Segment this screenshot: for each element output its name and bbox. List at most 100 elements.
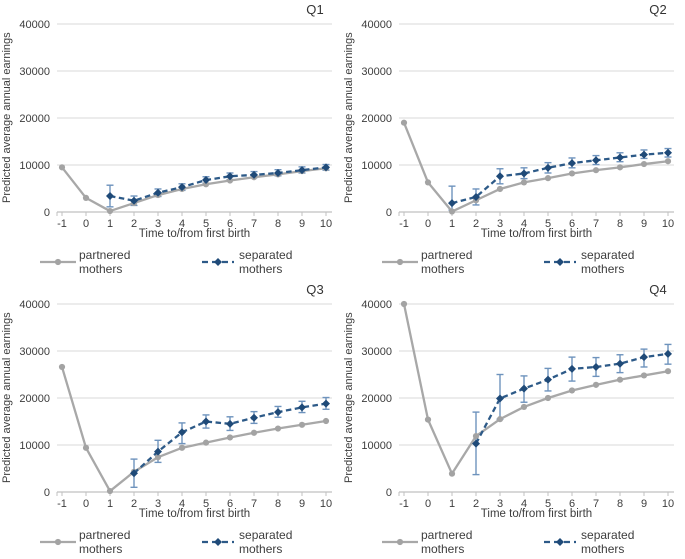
panel-title-q1: Q1	[306, 2, 324, 17]
partnered-marker	[424, 416, 432, 423]
y-tick-label: 10000	[361, 440, 392, 452]
legend: partnered mothers separated mothers	[40, 528, 336, 556]
partnered-marker	[472, 432, 480, 440]
panel-q4: 0 10000 20000 30000 40000 -1 0 1 2 3 4 5 6 7 8 9 10 Q4 P…	[342, 280, 685, 559]
legend-item-separated: separated mothers	[200, 248, 336, 276]
partnered-marker	[82, 194, 90, 201]
partnered-marker	[202, 181, 210, 188]
x-tick-label: 5	[545, 498, 551, 510]
x-tick-label: 3	[497, 498, 503, 510]
x-tick-label: -1	[399, 498, 409, 510]
separated-marker	[202, 417, 210, 426]
legend-marker	[396, 538, 404, 546]
separated-marker	[616, 153, 624, 162]
separated-marker	[274, 408, 282, 417]
separated-line-icon	[544, 258, 577, 266]
partnered-marker	[640, 160, 648, 168]
x-tick-label: 2	[473, 498, 479, 510]
y-tick-label: 10000	[361, 160, 392, 172]
separated-marker	[640, 150, 648, 159]
y-tick-label: 40000	[361, 19, 392, 31]
separated-marker	[298, 166, 306, 175]
separated-marker	[226, 419, 234, 428]
separated-marker	[130, 196, 138, 205]
partnered-marker	[58, 363, 66, 371]
x-tick-label: 7	[593, 218, 599, 230]
chart-plot-q1: 0 10000 20000 30000 40000 -1 0 1 2 3 4 5 6 7 8 9 10	[19, 19, 332, 230]
partnered-marker	[82, 444, 90, 451]
x-tick-label: 2	[131, 498, 137, 510]
x-tick-label: 2	[131, 218, 137, 230]
legend-item-separated: separated mothers	[200, 528, 336, 556]
separated-marker	[178, 428, 186, 437]
partnered-marker	[616, 376, 624, 383]
separated-marker	[202, 176, 210, 185]
legend-item-partnered: partnered mothers	[40, 248, 174, 276]
x-tick-label: 3	[155, 498, 161, 510]
y-tick-label: 20000	[19, 113, 50, 125]
x-tick-label: 9	[299, 218, 305, 230]
separated-marker	[448, 199, 456, 208]
partnered-marker	[544, 394, 552, 402]
x-tick-label: 9	[299, 498, 305, 510]
partnered-marker	[448, 470, 456, 477]
panel-title-q2: Q2	[649, 2, 667, 17]
partnered-marker	[250, 429, 258, 436]
partnered-line-icon	[40, 258, 76, 266]
separated-line-icon	[202, 538, 235, 546]
x-tick-label: 0	[83, 498, 89, 510]
x-tick-label: 10	[320, 218, 332, 230]
partnered-line-icon	[382, 258, 418, 266]
partnered-marker	[274, 425, 282, 432]
partnered-marker	[226, 434, 234, 441]
partnered-marker	[616, 164, 624, 171]
x-axis-title: Time to/from first birth	[480, 508, 593, 520]
separated-line	[451, 151, 669, 205]
partnered-line-icon	[382, 538, 418, 546]
partnered-marker	[202, 439, 210, 446]
x-tick-label: 4	[179, 498, 185, 510]
panel-q3: 0 10000 20000 30000 40000 -1 0 1 2 3 4 5 6 7 8 9 10 Q3 P…	[0, 280, 342, 559]
legend-marker	[556, 258, 565, 266]
x-tick-label: 8	[617, 218, 623, 230]
legend-label-partnered: partnered mothers	[79, 248, 131, 276]
y-tick-label: 40000	[19, 299, 50, 311]
partnered-marker	[592, 381, 600, 388]
y-axis-title: Predicted average annual earnings	[1, 312, 13, 484]
y-tick-label: 10000	[19, 160, 50, 172]
y-tick-label: 30000	[19, 66, 50, 78]
separated-marker	[664, 148, 672, 157]
x-tick-label: 6	[227, 218, 233, 230]
x-axis-title: Time to/from first birth	[138, 508, 251, 520]
legend: partnered mothers separated mothers	[382, 528, 678, 556]
x-tick-label: 6	[569, 218, 575, 230]
y-tick-label: 0	[44, 207, 50, 219]
legend: partnered mothers separated mothers	[382, 248, 678, 276]
y-axis-title: Predicted average annual earnings	[1, 32, 13, 204]
legend-item-partnered: partnered mothers	[40, 528, 174, 556]
y-axis-title: Predicted average annual earnings	[343, 312, 355, 484]
x-tick-label: 3	[497, 218, 503, 230]
x-tick-label: 0	[425, 218, 431, 230]
x-tick-label: 5	[203, 498, 209, 510]
separated-marker	[520, 384, 528, 393]
y-axis-title: Predicted average annual earnings	[343, 32, 355, 204]
x-tick-label: 2	[473, 218, 479, 230]
x-tick-label: -1	[57, 498, 67, 510]
x-tick-label: 8	[275, 218, 281, 230]
partnered-marker	[496, 185, 504, 193]
x-tick-label: 6	[227, 498, 233, 510]
legend-label-separated: separated mothers	[581, 528, 635, 556]
legend-marker	[396, 258, 404, 266]
partnered-marker	[520, 179, 528, 186]
separated-marker	[616, 359, 624, 368]
partnered-marker	[640, 372, 648, 379]
separated-marker	[640, 353, 648, 362]
separated-marker	[178, 183, 186, 192]
chart-plot-q4: 0 10000 20000 30000 40000 -1 0 1 2 3 4 5 6 7 8 9 10	[361, 299, 674, 510]
separated-marker	[472, 192, 480, 201]
legend-label-separated: separated mothers	[581, 248, 635, 276]
x-tick-label: 0	[83, 218, 89, 230]
separated-line-icon	[202, 258, 235, 266]
x-tick-label: -1	[57, 218, 67, 230]
